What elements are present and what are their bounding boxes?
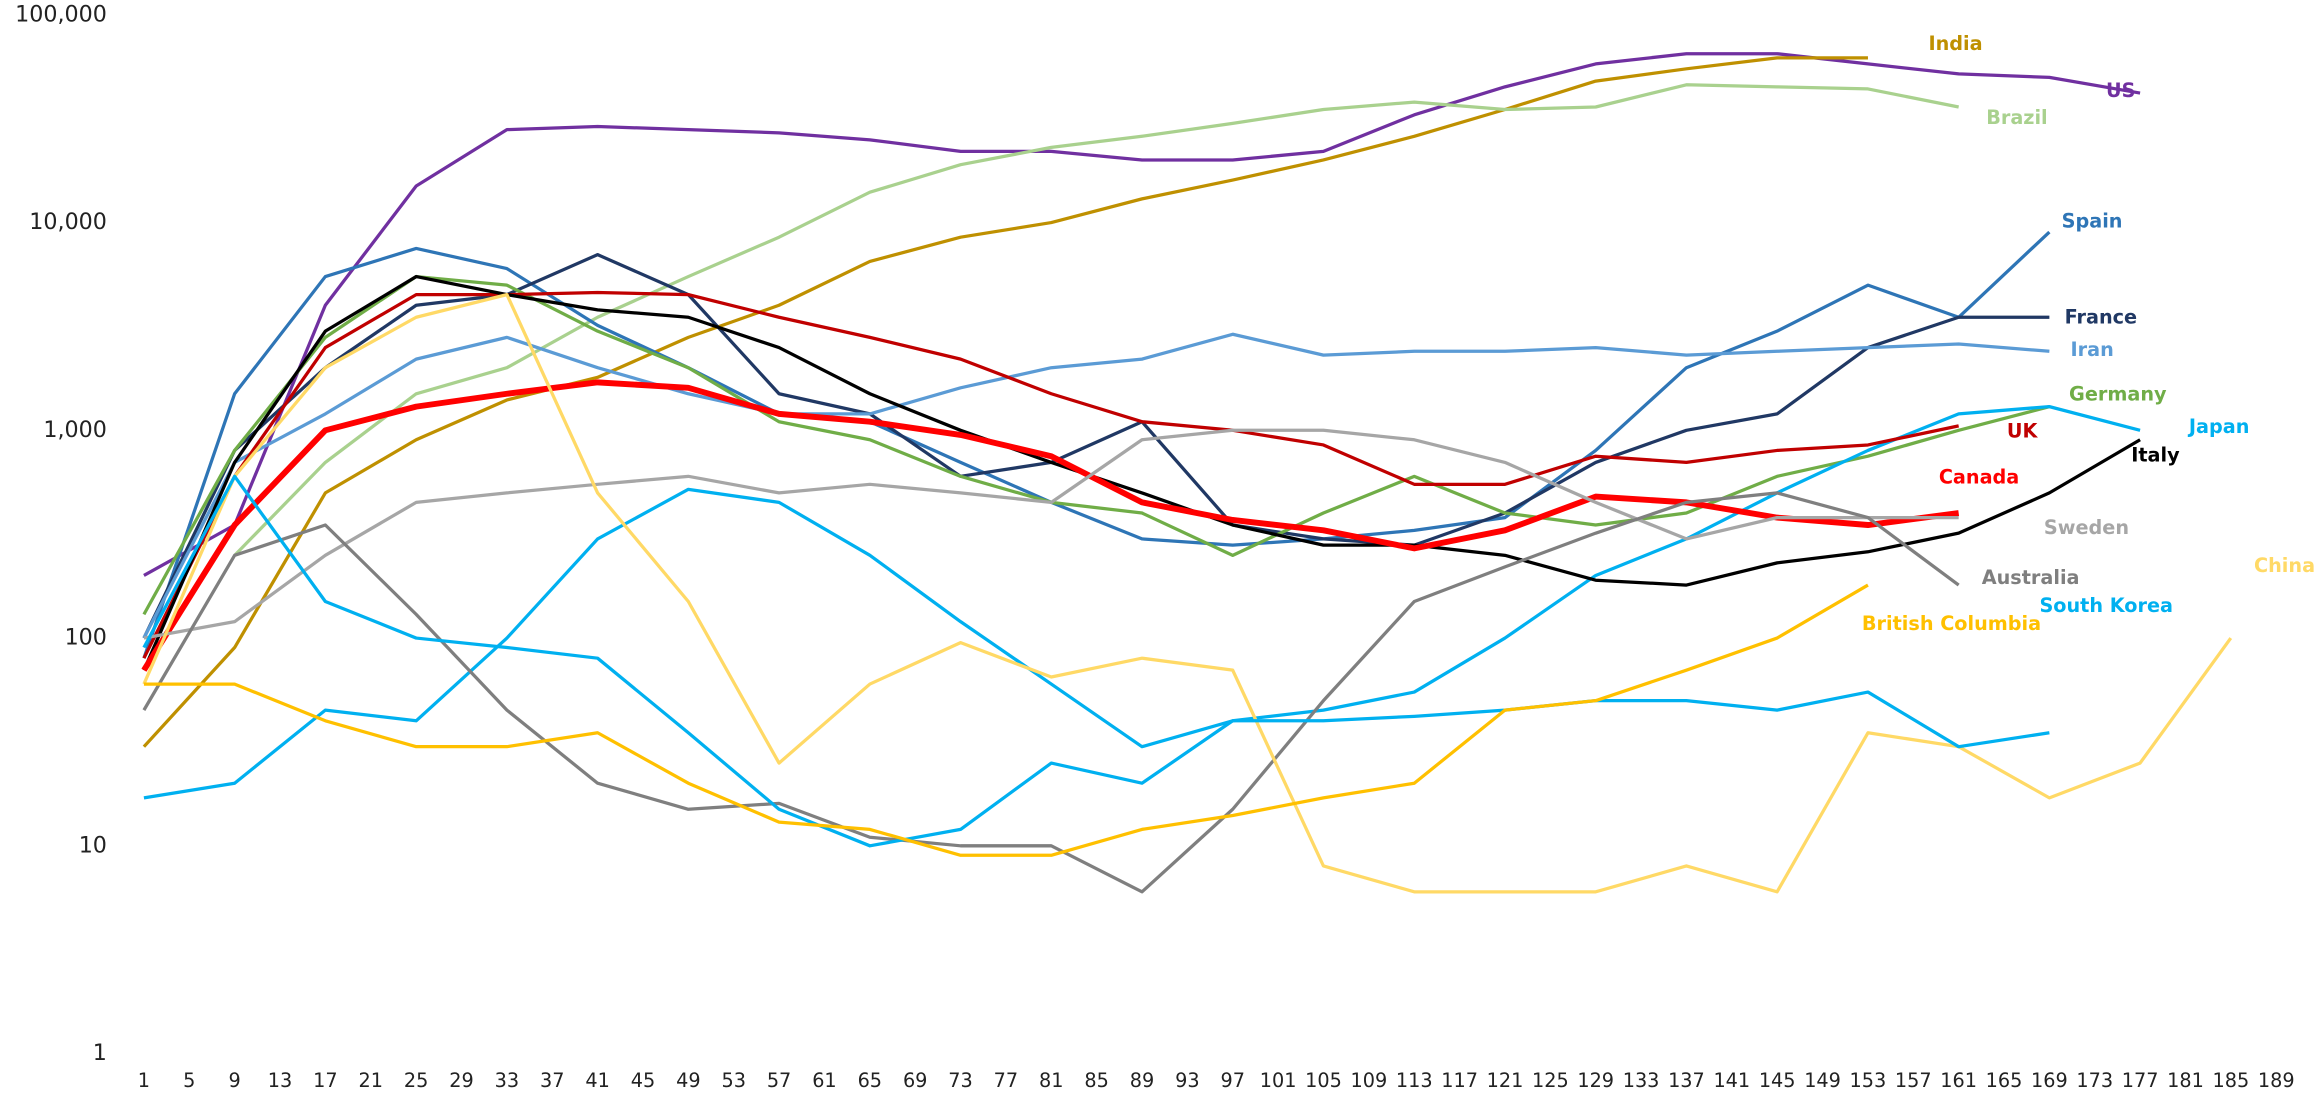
x-tick-label: 1 [138, 1069, 150, 1092]
x-tick-label: 41 [585, 1069, 609, 1092]
x-tick-label: 13 [268, 1069, 292, 1092]
x-tick-label: 129 [1577, 1069, 1614, 1092]
series-line [142, 274, 2050, 616]
x-tick-label: 93 [1175, 1069, 1199, 1092]
x-tick-label: 45 [631, 1069, 655, 1092]
series-line [141, 379, 1960, 672]
x-tick-label: 189 [2258, 1069, 2295, 1092]
x-tick-label: 125 [1532, 1069, 1569, 1092]
x-tick-label: 17 [313, 1069, 337, 1092]
series-label: Brazil [1986, 106, 2047, 129]
x-tick-label: 181 [2167, 1069, 2204, 1092]
x-tick-label: 69 [903, 1069, 927, 1092]
y-tick-label: 10 [79, 832, 107, 858]
series-label: British Columbia [1862, 612, 2041, 635]
series-label: Australia [1982, 566, 2080, 589]
x-tick-label: 137 [1668, 1069, 1705, 1092]
series-line [142, 332, 2050, 639]
x-tick-label: 5 [183, 1069, 195, 1092]
x-tick-label: 109 [1351, 1069, 1388, 1092]
x-tick-label: 73 [948, 1069, 972, 1092]
series-label: Japan [2187, 415, 2250, 438]
x-tick-label: 149 [1804, 1069, 1841, 1092]
x-tick-label: 157 [1895, 1069, 1932, 1092]
series-label: UK [2007, 420, 2039, 443]
series-label: US [2106, 79, 2135, 102]
series-line [143, 52, 2141, 577]
x-tick-label: 173 [2076, 1069, 2113, 1092]
x-tick-label: 185 [2213, 1069, 2250, 1092]
series-line [233, 83, 1959, 557]
series-line [143, 428, 1959, 640]
series-label: India [1928, 32, 1982, 55]
x-tick-label: 37 [540, 1069, 564, 1092]
x-tick-label: 105 [1305, 1069, 1342, 1092]
x-tick-label: 177 [2122, 1069, 2159, 1092]
x-tick-label: 165 [1986, 1069, 2023, 1092]
y-tick-label: 10,000 [29, 209, 107, 235]
y-tick-label: 100,000 [15, 1, 107, 27]
x-tick-label: 77 [994, 1069, 1018, 1092]
x-tick-label: 21 [359, 1069, 383, 1092]
x-tick-label: 141 [1713, 1069, 1750, 1092]
series-line [142, 56, 1868, 748]
x-tick-label: 101 [1260, 1069, 1297, 1092]
x-tick-label: 65 [858, 1069, 882, 1092]
series-line [142, 290, 1960, 659]
series-line [142, 474, 2050, 848]
x-tick-label: 49 [676, 1069, 700, 1092]
series-label: Spain [2062, 209, 2123, 232]
y-tick-label: 1 [93, 1040, 107, 1066]
series-line [143, 405, 2141, 800]
series-line [143, 583, 1869, 857]
series-line [142, 491, 1960, 894]
x-tick-label: 153 [1850, 1069, 1887, 1092]
x-tick-label: 161 [1940, 1069, 1977, 1092]
x-tick-label: 97 [1221, 1069, 1245, 1092]
series-label: China [2254, 554, 2315, 577]
x-tick-label: 133 [1623, 1069, 1660, 1092]
x-tick-label: 53 [721, 1069, 745, 1092]
y-tick-label: 100 [65, 625, 107, 651]
x-tick-label: 29 [449, 1069, 473, 1092]
series-label: Iran [2071, 338, 2114, 361]
x-tick-label: 33 [495, 1069, 519, 1092]
series-label: Sweden [2044, 516, 2129, 539]
x-tick-label: 85 [1084, 1069, 1108, 1092]
x-tick-label: 89 [1130, 1069, 1154, 1092]
series-label: Germany [2069, 383, 2167, 406]
series-label: France [2065, 306, 2137, 329]
x-tick-label: 121 [1487, 1069, 1524, 1092]
x-tick-label: 81 [1039, 1069, 1063, 1092]
series-line [142, 292, 2233, 894]
y-tick-label: 1,000 [43, 417, 107, 443]
series-label: South Korea [2039, 594, 2173, 617]
x-tick-label: 113 [1396, 1069, 1433, 1092]
series-line [142, 253, 2050, 639]
x-tick-label: 25 [404, 1069, 428, 1092]
x-tick-label: 57 [767, 1069, 791, 1092]
series-label: Italy [2131, 443, 2180, 466]
series-label: Canada [1939, 465, 2019, 488]
x-tick-label: 61 [812, 1069, 836, 1092]
series-line [142, 274, 2141, 671]
x-tick-label: 169 [2031, 1069, 2068, 1092]
x-tick-label: 145 [1759, 1069, 1796, 1092]
x-tick-label: 117 [1441, 1069, 1478, 1092]
x-tick-label: 9 [229, 1069, 241, 1092]
series-line [142, 230, 2051, 659]
